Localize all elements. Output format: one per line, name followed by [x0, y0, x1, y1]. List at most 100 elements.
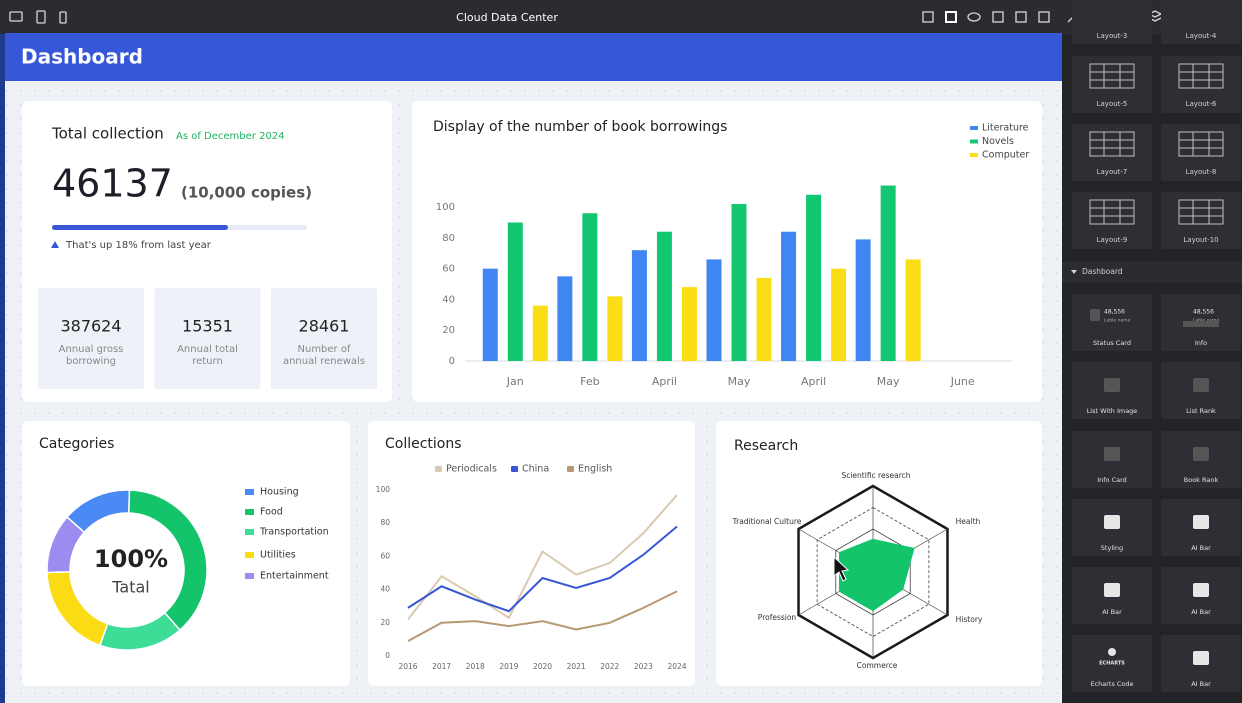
bar	[607, 296, 623, 361]
y-tick-label: 100	[436, 202, 455, 213]
radar-label: Scientific research	[841, 471, 910, 480]
component-label: AI Bar	[1191, 608, 1211, 616]
thumb-icon	[1104, 447, 1120, 461]
line-series	[407, 494, 678, 621]
thumb-icon	[1104, 515, 1120, 529]
legend-swatch	[970, 139, 978, 144]
thumb-text: Lable name	[1104, 318, 1131, 324]
y-tick-label: 80	[380, 518, 390, 527]
component-label: List Rank	[1186, 407, 1216, 415]
component-label: Layout-4	[1186, 32, 1217, 40]
stat-label: Number of	[298, 344, 351, 355]
unit: (10,000 copies)	[181, 184, 312, 202]
x-tick-label: April	[801, 375, 826, 388]
donut-center-label: Tatal	[111, 578, 149, 597]
trend-icon	[51, 241, 59, 248]
big-number: 46137	[52, 162, 173, 206]
y-tick-label: 20	[442, 325, 455, 336]
x-tick-label: Jan	[506, 375, 524, 388]
stat-box	[38, 288, 144, 389]
x-tick-label: 2016	[398, 662, 417, 671]
bar	[806, 194, 822, 361]
legend-swatch	[435, 466, 442, 472]
layout-frame	[1089, 131, 1135, 157]
thumb-bars	[1183, 321, 1219, 327]
trend-text: That's up 18% from last year	[65, 240, 212, 251]
layout-thumb	[1089, 63, 1135, 89]
component-card	[1161, 0, 1241, 44]
stat-value: 15351	[182, 317, 233, 336]
layout-thumb	[1178, 199, 1224, 225]
x-tick-label: June	[950, 375, 975, 388]
stat-label: return	[192, 356, 223, 367]
layout-lines	[1090, 200, 1134, 224]
x-tick-label: May	[728, 375, 751, 388]
thumb-text: 48,556	[1193, 309, 1214, 316]
component-label: Layout-3	[1097, 32, 1128, 40]
x-tick-label: 2019	[499, 662, 518, 671]
thumb-icon	[1193, 378, 1209, 392]
legend-label: Housing	[260, 487, 299, 498]
component-label: Layout-8	[1186, 168, 1217, 176]
tool-icon[interactable]	[967, 12, 981, 22]
section-caret	[1071, 270, 1077, 274]
component-label: AI Bar	[1191, 680, 1211, 688]
stat-box	[271, 288, 377, 389]
component-label: Info Card	[1097, 476, 1127, 484]
chart-title: Display of the number of book borrowings	[433, 119, 727, 135]
bar	[756, 277, 772, 361]
thumb-icon	[1104, 378, 1120, 392]
layout-frame	[1178, 63, 1224, 89]
tool-icon[interactable]	[1038, 11, 1050, 23]
donut-slice	[46, 516, 86, 574]
bar	[855, 239, 871, 361]
component-label: Layout-5	[1097, 100, 1128, 108]
radar-label: Health	[956, 517, 981, 526]
component-card	[1072, 192, 1152, 249]
donut-center-value: 100%	[94, 545, 168, 573]
component-card	[1161, 124, 1241, 181]
component-card	[1161, 192, 1241, 249]
section-header	[1062, 262, 1242, 283]
tool-icon[interactable]	[1015, 11, 1027, 23]
stat-label: Annual gross	[59, 344, 124, 355]
legend-label: Utilities	[260, 550, 296, 561]
x-tick-label: 2021	[567, 662, 586, 671]
section-title: Dashboard	[1082, 267, 1123, 276]
tool-icon[interactable]	[922, 11, 934, 23]
legend-label: Transportation	[259, 527, 329, 538]
stat-box	[154, 288, 261, 389]
thumb-text: 48,556	[1104, 309, 1125, 316]
component-card	[1072, 635, 1152, 692]
radar-label: Commerce	[857, 661, 898, 670]
device-icons[interactable]	[9, 10, 67, 24]
tablet-icon[interactable]	[36, 10, 46, 24]
layout-frame	[1089, 199, 1135, 225]
phone-icon[interactable]	[59, 11, 67, 24]
radar-label: History	[956, 615, 983, 624]
bar	[482, 268, 498, 361]
component-label: List With Image	[1087, 407, 1138, 415]
component-card	[1072, 294, 1152, 351]
component-label: Layout-7	[1097, 168, 1128, 176]
legend-swatch	[245, 489, 254, 495]
bar	[631, 250, 647, 361]
component-label: Status Card	[1093, 339, 1131, 347]
layout-lines	[1179, 64, 1223, 88]
layout-frame	[1089, 63, 1135, 89]
desktop-icon[interactable]	[9, 11, 23, 22]
component-card	[1072, 0, 1152, 44]
x-tick-label: Feb	[580, 375, 599, 388]
component-label: Layout-6	[1186, 100, 1217, 108]
layout-thumb	[1089, 131, 1135, 157]
tool-icon[interactable]	[945, 11, 957, 23]
radar-area	[838, 538, 915, 612]
stat-value: 28461	[299, 317, 350, 336]
bar	[905, 259, 921, 361]
legend-swatch	[245, 529, 254, 535]
bar	[781, 231, 797, 361]
stat-label: annual renewals	[283, 356, 365, 367]
tool-icon[interactable]	[992, 11, 1004, 23]
x-tick-label: April	[652, 375, 677, 388]
bar	[831, 268, 847, 361]
